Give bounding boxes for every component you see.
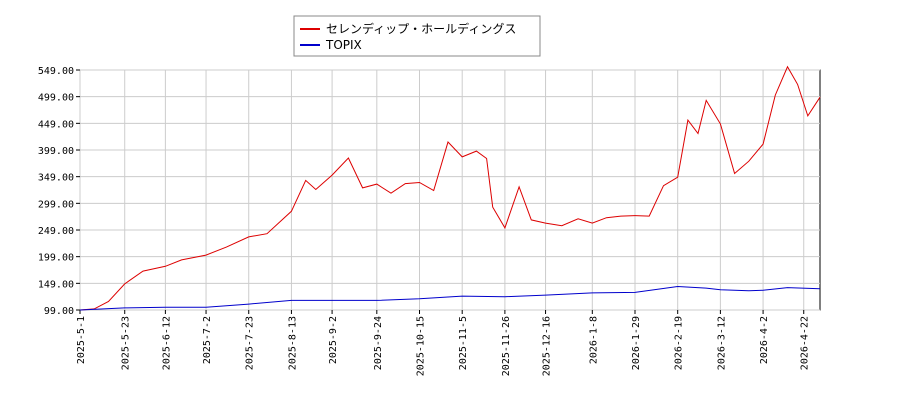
x-tick-label: 2026-4-22 (800, 316, 811, 370)
x-tick-label: 2025-6-12 (161, 316, 172, 370)
y-tick-label: 449.00 (38, 119, 74, 130)
y-tick-label: 549.00 (38, 66, 74, 77)
y-tick-label: 149.00 (38, 279, 74, 290)
x-tick-label: 2025-11-5 (458, 316, 469, 370)
x-tick-label: 2025-7-23 (245, 316, 256, 370)
x-axis: 2025-5-1 2025-5-23 2025-6-12 2025-7-2 2025-7… (76, 310, 811, 376)
x-tick-label: 2025-12-16 (542, 316, 553, 376)
series-line-1 (79, 285, 821, 311)
x-tick-label: 2025-5-1 (76, 316, 87, 364)
x-tick-label: 2025-5-23 (121, 316, 132, 370)
series-lines (79, 65, 821, 311)
x-tick-label: 2025-8-13 (287, 316, 298, 370)
x-tick-label: 2026-1-8 (588, 316, 599, 364)
legend: セレンディップ・ホールディングス TOPIX (293, 15, 541, 57)
x-tick-label: 2025-9-24 (373, 316, 384, 370)
legend-label-serendip: セレンディップ・ホールディングス (326, 21, 516, 36)
x-tick-label: 2026-2-19 (674, 316, 685, 370)
grid-lines (79, 69, 820, 311)
y-tick-label: 399.00 (38, 146, 74, 157)
series-line-0 (79, 65, 821, 311)
plot-area (79, 69, 821, 311)
legend-box (293, 15, 541, 57)
y-tick-label: 499.00 (38, 93, 74, 104)
x-tick-label: 2025-10-15 (416, 316, 427, 376)
x-tick-label: 2025-9-2 (328, 316, 339, 364)
y-tick-label: 299.00 (38, 199, 74, 210)
y-tick-label: 349.00 (38, 173, 74, 184)
y-tick-label: 99.00 (44, 306, 74, 317)
y-axis: 549.00 499.00 449.00 399.00 349.00 299.00 249.… (38, 66, 80, 317)
y-tick-label: 199.00 (38, 253, 74, 264)
x-tick-label: 2026-1-29 (631, 316, 642, 370)
y-tick-label: 249.00 (38, 226, 74, 237)
legend-label-topix: TOPIX (325, 38, 362, 52)
x-tick-label: 2025-11-26 (501, 316, 512, 376)
x-tick-label: 2025-7-2 (202, 316, 213, 364)
x-tick-label: 2026-3-12 (716, 316, 727, 370)
x-tick-label: 2026-4-2 (759, 316, 770, 364)
